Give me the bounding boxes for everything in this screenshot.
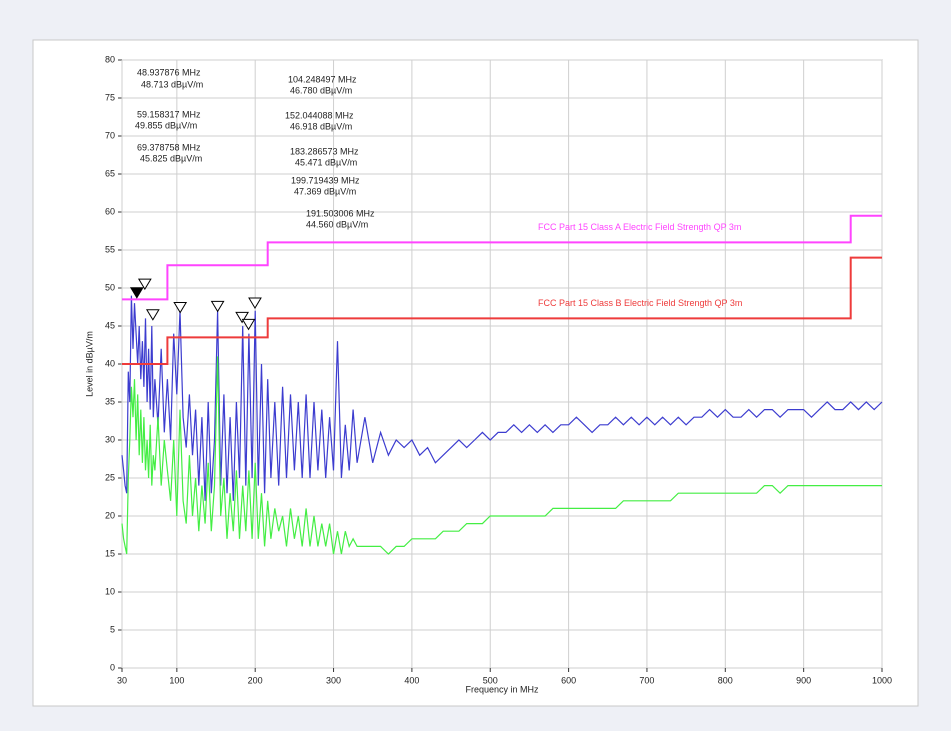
marker-level-label: 45.825 dBµV/m xyxy=(140,153,202,163)
marker-freq-label: 59.158317 MHz xyxy=(137,109,201,119)
x-tick-label: 700 xyxy=(639,675,654,685)
y-tick-label: 45 xyxy=(105,320,115,330)
marker xyxy=(210,300,225,313)
y-tick-label: 70 xyxy=(105,130,115,140)
x-tick-label: 300 xyxy=(326,675,341,685)
marker-freq-label: 104.248497 MHz xyxy=(288,74,357,84)
y-tick-label: 50 xyxy=(105,282,115,292)
y-tick-label: 80 xyxy=(105,54,115,64)
marker-freq-label: 191.503006 MHz xyxy=(306,208,375,218)
y-tick-label: 25 xyxy=(105,472,115,482)
marker-level-label: 49.855 dBµV/m xyxy=(135,120,197,130)
marker-level-label: 47.369 dBµV/m xyxy=(294,186,356,196)
x-tick-label: 500 xyxy=(483,675,498,685)
y-tick-label: 35 xyxy=(105,396,115,406)
limit-label: FCC Part 15 Class B Electric Field Stren… xyxy=(538,298,742,308)
x-tick-label: 100 xyxy=(169,675,184,685)
marker-level-label: 46.780 dBµV/m xyxy=(290,85,352,95)
y-tick-label: 60 xyxy=(105,206,115,216)
marker-freq-label: 69.378758 MHz xyxy=(137,142,201,152)
series-line xyxy=(121,295,883,501)
marker xyxy=(241,318,256,331)
y-tick-label: 75 xyxy=(105,92,115,102)
x-tick-label: 200 xyxy=(248,675,263,685)
y-tick-label: 5 xyxy=(110,624,115,634)
y-tick-label: 0 xyxy=(110,662,115,672)
y-axis-label: Level in dBµV/m xyxy=(84,331,94,397)
y-tick-label: 15 xyxy=(105,548,115,558)
y-tick-label: 40 xyxy=(105,358,115,368)
marker-freq-label: 48.937876 MHz xyxy=(137,67,201,77)
marker xyxy=(173,301,188,314)
x-tick-label: 1000 xyxy=(872,675,892,685)
series-line xyxy=(121,356,882,555)
limit-label: FCC Part 15 Class A Electric Field Stren… xyxy=(538,222,741,232)
y-tick-label: 10 xyxy=(105,586,115,596)
marker xyxy=(129,287,144,299)
marker-level-label: 45.471 dBµV/m xyxy=(295,157,357,167)
marker xyxy=(235,311,249,324)
marker xyxy=(137,278,152,291)
series-line xyxy=(122,256,882,365)
x-tick-label: 600 xyxy=(561,675,576,685)
marker xyxy=(145,309,160,321)
x-axis-label: Frequency in MHz xyxy=(465,684,539,694)
x-tick-label: 400 xyxy=(404,675,419,685)
x-tick-label: 900 xyxy=(796,675,811,685)
marker-freq-label: 152.044088 MHz xyxy=(285,110,354,120)
y-tick-label: 55 xyxy=(105,244,115,254)
series-line xyxy=(122,214,882,301)
x-tick-label: 800 xyxy=(718,675,733,685)
y-tick-label: 30 xyxy=(105,434,115,444)
x-tick-label: 30 xyxy=(117,675,127,685)
marker-level-label: 48.713 dBµV/m xyxy=(141,79,203,89)
marker-freq-label: 199.719439 MHz xyxy=(291,175,360,185)
y-tick-label: 20 xyxy=(105,510,115,520)
marker-level-label: 46.918 dBµV/m xyxy=(290,121,352,131)
marker xyxy=(248,297,262,309)
y-tick-label: 65 xyxy=(105,168,115,178)
marker-level-label: 44.560 dBµV/m xyxy=(306,219,368,229)
marker-freq-label: 183.286573 MHz xyxy=(290,146,359,156)
